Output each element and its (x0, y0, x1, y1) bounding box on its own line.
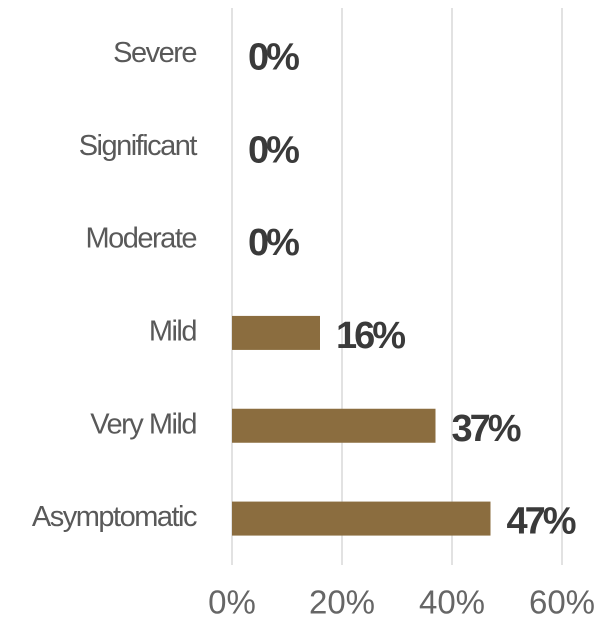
value-label: 0% (248, 36, 299, 78)
value-label: 0% (248, 129, 299, 171)
x-tick-label: 40% (419, 584, 485, 621)
value-label: 37% (452, 408, 521, 450)
category-label: Moderate (85, 223, 196, 255)
value-label: 47% (507, 501, 576, 543)
value-label: 0% (248, 222, 299, 264)
category-label: Severe (113, 37, 196, 69)
category-label: Mild (149, 316, 197, 348)
bar (232, 408, 436, 443)
value-label: 16% (336, 315, 405, 357)
category-label: Significant (79, 130, 198, 162)
x-tick-label: 0% (208, 584, 256, 621)
category-label: Very Mild (90, 408, 196, 440)
x-tick-label: 20% (309, 584, 375, 621)
x-tick-label: 60% (529, 584, 595, 621)
bar (232, 315, 320, 350)
bar (232, 501, 491, 536)
category-label: Asymptomatic (32, 501, 197, 533)
